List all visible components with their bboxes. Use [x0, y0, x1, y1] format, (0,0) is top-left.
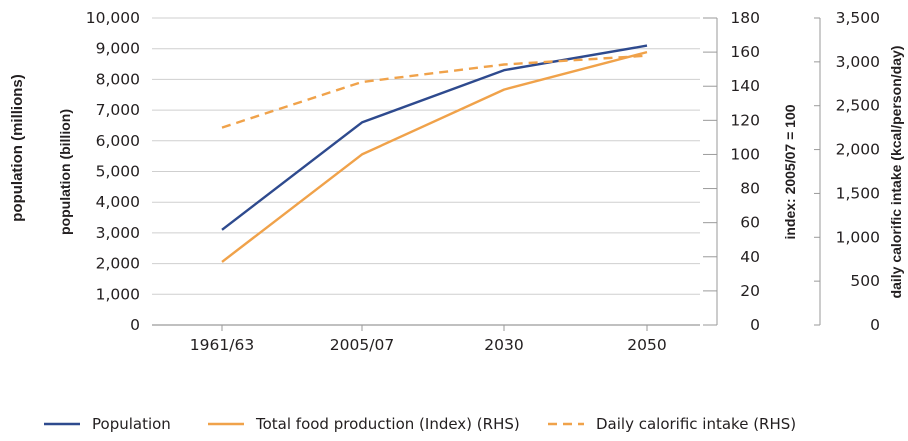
- legend-label: Daily calorific intake (RHS): [596, 415, 796, 433]
- x-tick-label: 2030: [484, 336, 523, 354]
- left-tick-label: 4,000: [96, 193, 140, 211]
- calorie-tick-label: 3,000: [836, 53, 880, 71]
- left-tick-label: 7,000: [96, 101, 140, 119]
- index-tick-label: 80: [740, 180, 760, 198]
- index-axis-ticks: 0 20 40 60 80 100 120 140 160 180: [703, 9, 760, 334]
- index-tick-label: 20: [740, 282, 760, 300]
- calorie-tick-label: 0: [870, 316, 880, 334]
- legend-label: Population: [92, 415, 171, 433]
- series-line-1: [221, 44, 648, 231]
- index-tick-label: 160: [730, 43, 760, 61]
- index-axis-title: index: 2005/07 = 100: [782, 104, 798, 239]
- index-tick-label: 120: [730, 111, 760, 129]
- calorie-tick-label: 1,500: [836, 184, 880, 202]
- left-tick-label: 2,000: [96, 255, 140, 273]
- left-tick-label: 8,000: [96, 70, 140, 88]
- series-line-2: [221, 50, 648, 263]
- x-tick-label: 2050: [627, 336, 666, 354]
- index-tick-label: 180: [730, 9, 760, 27]
- left-axis-title: population (billion): [57, 109, 73, 235]
- index-tick-label: 100: [730, 145, 760, 163]
- left-tick-label: 9,000: [96, 40, 140, 58]
- calorie-axis-ticks: 0 500 1,000 1,500 2,000 2,500 3,000 3,500: [814, 9, 880, 334]
- x-axis-ticks: 1961/63 2005/07 2030 2050: [190, 325, 667, 354]
- left-tick-label: 0: [130, 316, 140, 334]
- x-tick-label: 2005/07: [330, 336, 394, 354]
- calorie-tick-label: 3,500: [836, 9, 880, 27]
- calorie-tick-label: 2,500: [836, 97, 880, 115]
- x-tick-label: 1961/63: [190, 336, 254, 354]
- calorie-tick-label: 500: [850, 272, 880, 290]
- legend-label: Total food production (Index) (RHS): [255, 415, 520, 433]
- index-tick-label: 140: [730, 77, 760, 95]
- calorie-axis-title: daily calorific intake (kcal/person/day): [888, 46, 904, 299]
- axes: [152, 18, 821, 326]
- series-lines: [221, 44, 648, 263]
- legend: Population Total food production (Index) …: [44, 415, 796, 433]
- left-tick-label: 6,000: [96, 132, 140, 150]
- left-tick-label: 3,000: [96, 224, 140, 242]
- calorie-tick-label: 2,000: [836, 141, 880, 159]
- index-tick-label: 0: [750, 316, 760, 334]
- series-line-3: [221, 54, 648, 129]
- gridlines: [152, 17, 700, 295]
- calorie-tick-label: 1,000: [836, 228, 880, 246]
- left-tick-label: 1,000: [96, 285, 140, 303]
- index-tick-label: 60: [740, 214, 760, 232]
- left-tick-label: 5,000: [96, 163, 140, 181]
- outer-axis-title: population (millions): [9, 74, 26, 221]
- left-tick-label: 10,000: [86, 9, 140, 27]
- left-axis-ticks: 0 1,000 2,000 3,000 4,000 5,000 6,000 7,000 8,00…: [86, 9, 140, 334]
- index-tick-label: 40: [740, 248, 760, 266]
